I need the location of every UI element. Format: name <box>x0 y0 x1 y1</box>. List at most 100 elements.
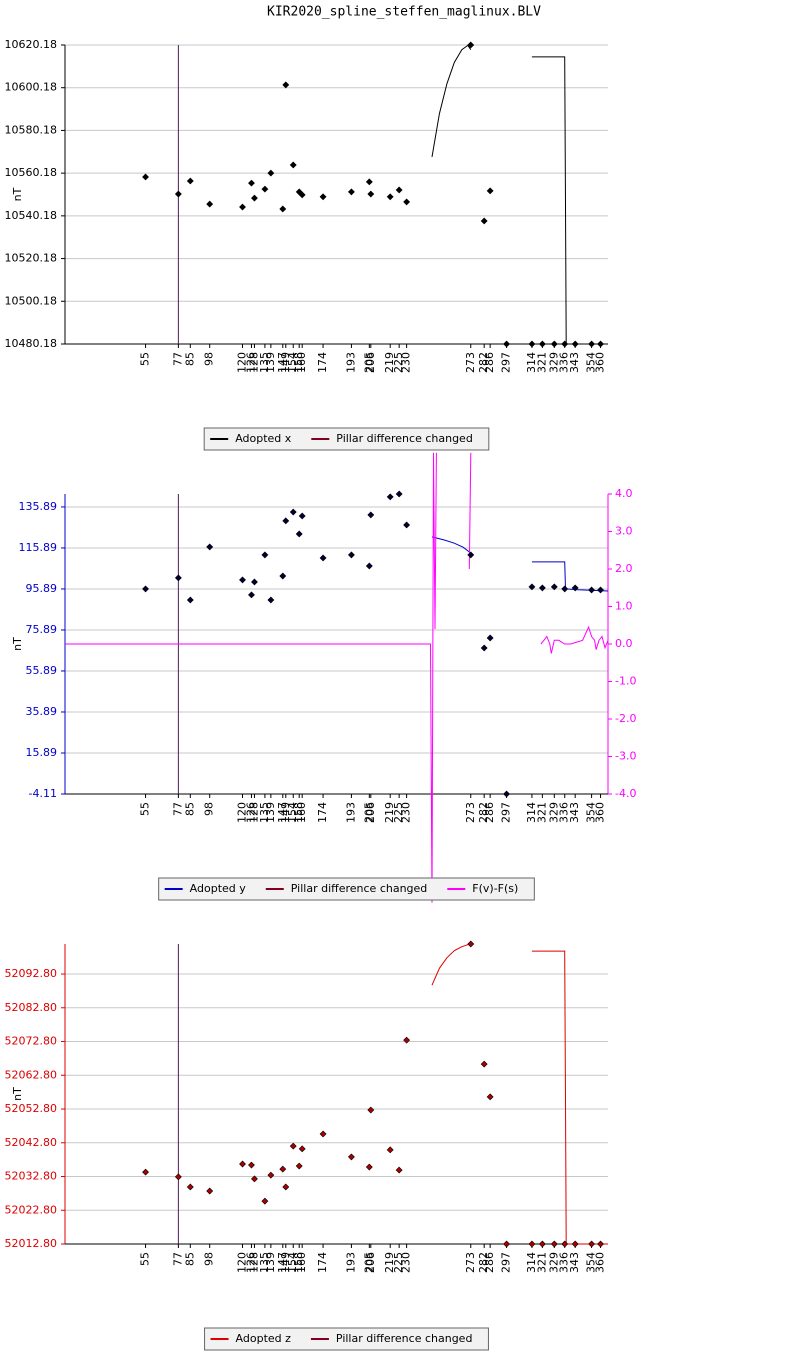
data-point <box>347 1153 355 1161</box>
data-point <box>538 340 546 348</box>
y-tick-label: 52072.80 <box>5 1035 58 1048</box>
y-axis-label: nT <box>11 187 24 201</box>
data-point <box>480 217 488 225</box>
y-tick-label: 10540.18 <box>5 209 58 222</box>
x-tick-label: 297 <box>500 1252 513 1273</box>
x-tick-label: 230 <box>400 1252 413 1273</box>
x-tick-label: 154 <box>286 1252 299 1273</box>
y2-tick-label: -3.0 <box>615 750 636 763</box>
data-point <box>279 572 287 580</box>
data-point <box>571 340 579 348</box>
x-tick-label: 77 <box>171 1252 184 1266</box>
y-tick-label: 95.89 <box>26 582 58 595</box>
data-point <box>261 185 269 193</box>
y-tick-label: 52042.80 <box>5 1136 58 1149</box>
x-tick-label: 329 <box>547 802 560 823</box>
data-point <box>403 1036 411 1044</box>
data-point <box>365 178 373 186</box>
data-point <box>528 583 536 591</box>
data-point <box>142 1168 149 1176</box>
x-tick-label: 314 <box>525 802 538 823</box>
x-tick-label: 154 <box>286 352 299 373</box>
series-line <box>431 943 608 1245</box>
data-point <box>298 512 306 520</box>
legend: Adopted y Pillar difference changed F(v)-F… <box>158 877 535 901</box>
x-tick-label: 120 <box>236 802 249 823</box>
x-tick-label: 160 <box>295 352 308 373</box>
x-tick-label: 174 <box>316 802 329 823</box>
legend-label: F(v)-F(s) <box>472 882 518 895</box>
data-point <box>561 1240 569 1248</box>
x-tick-label: 360 <box>594 802 607 823</box>
data-point <box>261 551 269 559</box>
x-tick-label: 329 <box>547 352 560 373</box>
y2-tick-label: 0.0 <box>615 637 633 650</box>
y-tick-label: 115.89 <box>19 541 58 554</box>
data-point <box>289 1142 297 1150</box>
x-tick-label: 158 <box>292 352 305 373</box>
x-tick-label: 158 <box>292 1252 305 1273</box>
data-point <box>239 576 246 584</box>
x-tick-label: 139 <box>264 802 277 823</box>
data-point <box>248 1161 255 1169</box>
y-tick-label: 135.89 <box>19 500 58 513</box>
data-point <box>597 586 604 594</box>
series-line <box>431 44 608 345</box>
data-point <box>267 169 275 177</box>
y-tick-label: 75.89 <box>26 623 58 636</box>
data-point <box>319 1130 327 1138</box>
y-tick-label: 10520.18 <box>5 252 58 265</box>
y2-tick-label: 2.0 <box>615 562 633 575</box>
data-point <box>571 1240 579 1248</box>
x-tick-label: 158 <box>292 802 305 823</box>
data-point <box>588 340 596 348</box>
x-tick-label: 149 <box>279 352 292 373</box>
y-tick-label: 10580.18 <box>5 123 58 136</box>
x-tick-label: 343 <box>568 802 581 823</box>
data-point <box>395 186 403 194</box>
legend-label: Pillar difference changed <box>336 432 473 445</box>
legend-label: Adopted x <box>235 432 292 445</box>
x-tick-label: 321 <box>535 802 548 823</box>
data-point <box>365 1163 373 1171</box>
data-point <box>503 340 510 348</box>
x-tick-label: 225 <box>392 352 405 373</box>
data-point <box>347 551 355 559</box>
data-point <box>386 1146 394 1154</box>
x-tick-label: 273 <box>464 1252 477 1273</box>
y-tick-label: 52032.80 <box>5 1170 58 1183</box>
series-line <box>65 452 609 903</box>
data-point <box>538 1240 546 1248</box>
x-tick-label: 98 <box>203 802 216 816</box>
y-tick-label: 55.89 <box>26 664 58 677</box>
data-point <box>206 1187 214 1195</box>
x-tick-label: 174 <box>316 1252 329 1273</box>
data-point <box>550 340 558 348</box>
x-tick-label: 282 <box>477 1252 490 1273</box>
legend-label: Pillar difference changed <box>291 882 428 895</box>
y-tick-label: 35.89 <box>26 705 58 718</box>
x-tick-label: 135 <box>258 1252 271 1273</box>
data-point <box>282 517 290 525</box>
data-point <box>142 585 149 593</box>
x-tick-label: 273 <box>464 352 477 373</box>
x-tick-label: 297 <box>500 802 513 823</box>
x-tick-label: 98 <box>203 1252 216 1266</box>
data-point <box>367 190 375 198</box>
x-tick-label: 354 <box>585 802 598 823</box>
data-point <box>319 193 327 201</box>
data-point <box>142 173 149 181</box>
y-tick-label: 52012.80 <box>5 1237 58 1250</box>
legend-label: Adopted y <box>190 882 247 895</box>
data-point <box>467 551 475 559</box>
x-tick-label: 205 <box>362 802 375 823</box>
data-point <box>239 1160 246 1168</box>
y-axis-label: nT <box>11 1087 24 1101</box>
data-point <box>597 340 604 348</box>
x-tick-label: 128 <box>247 802 260 823</box>
data-point <box>395 490 403 498</box>
x-tick-label: 135 <box>258 352 271 373</box>
x-tick-label: 147 <box>276 802 289 823</box>
data-point <box>503 1240 510 1248</box>
